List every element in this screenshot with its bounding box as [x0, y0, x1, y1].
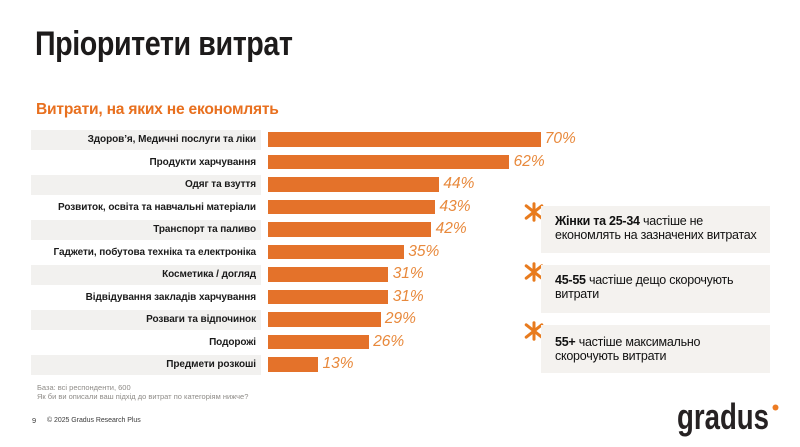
svg-text:gradus: gradus [677, 396, 769, 437]
